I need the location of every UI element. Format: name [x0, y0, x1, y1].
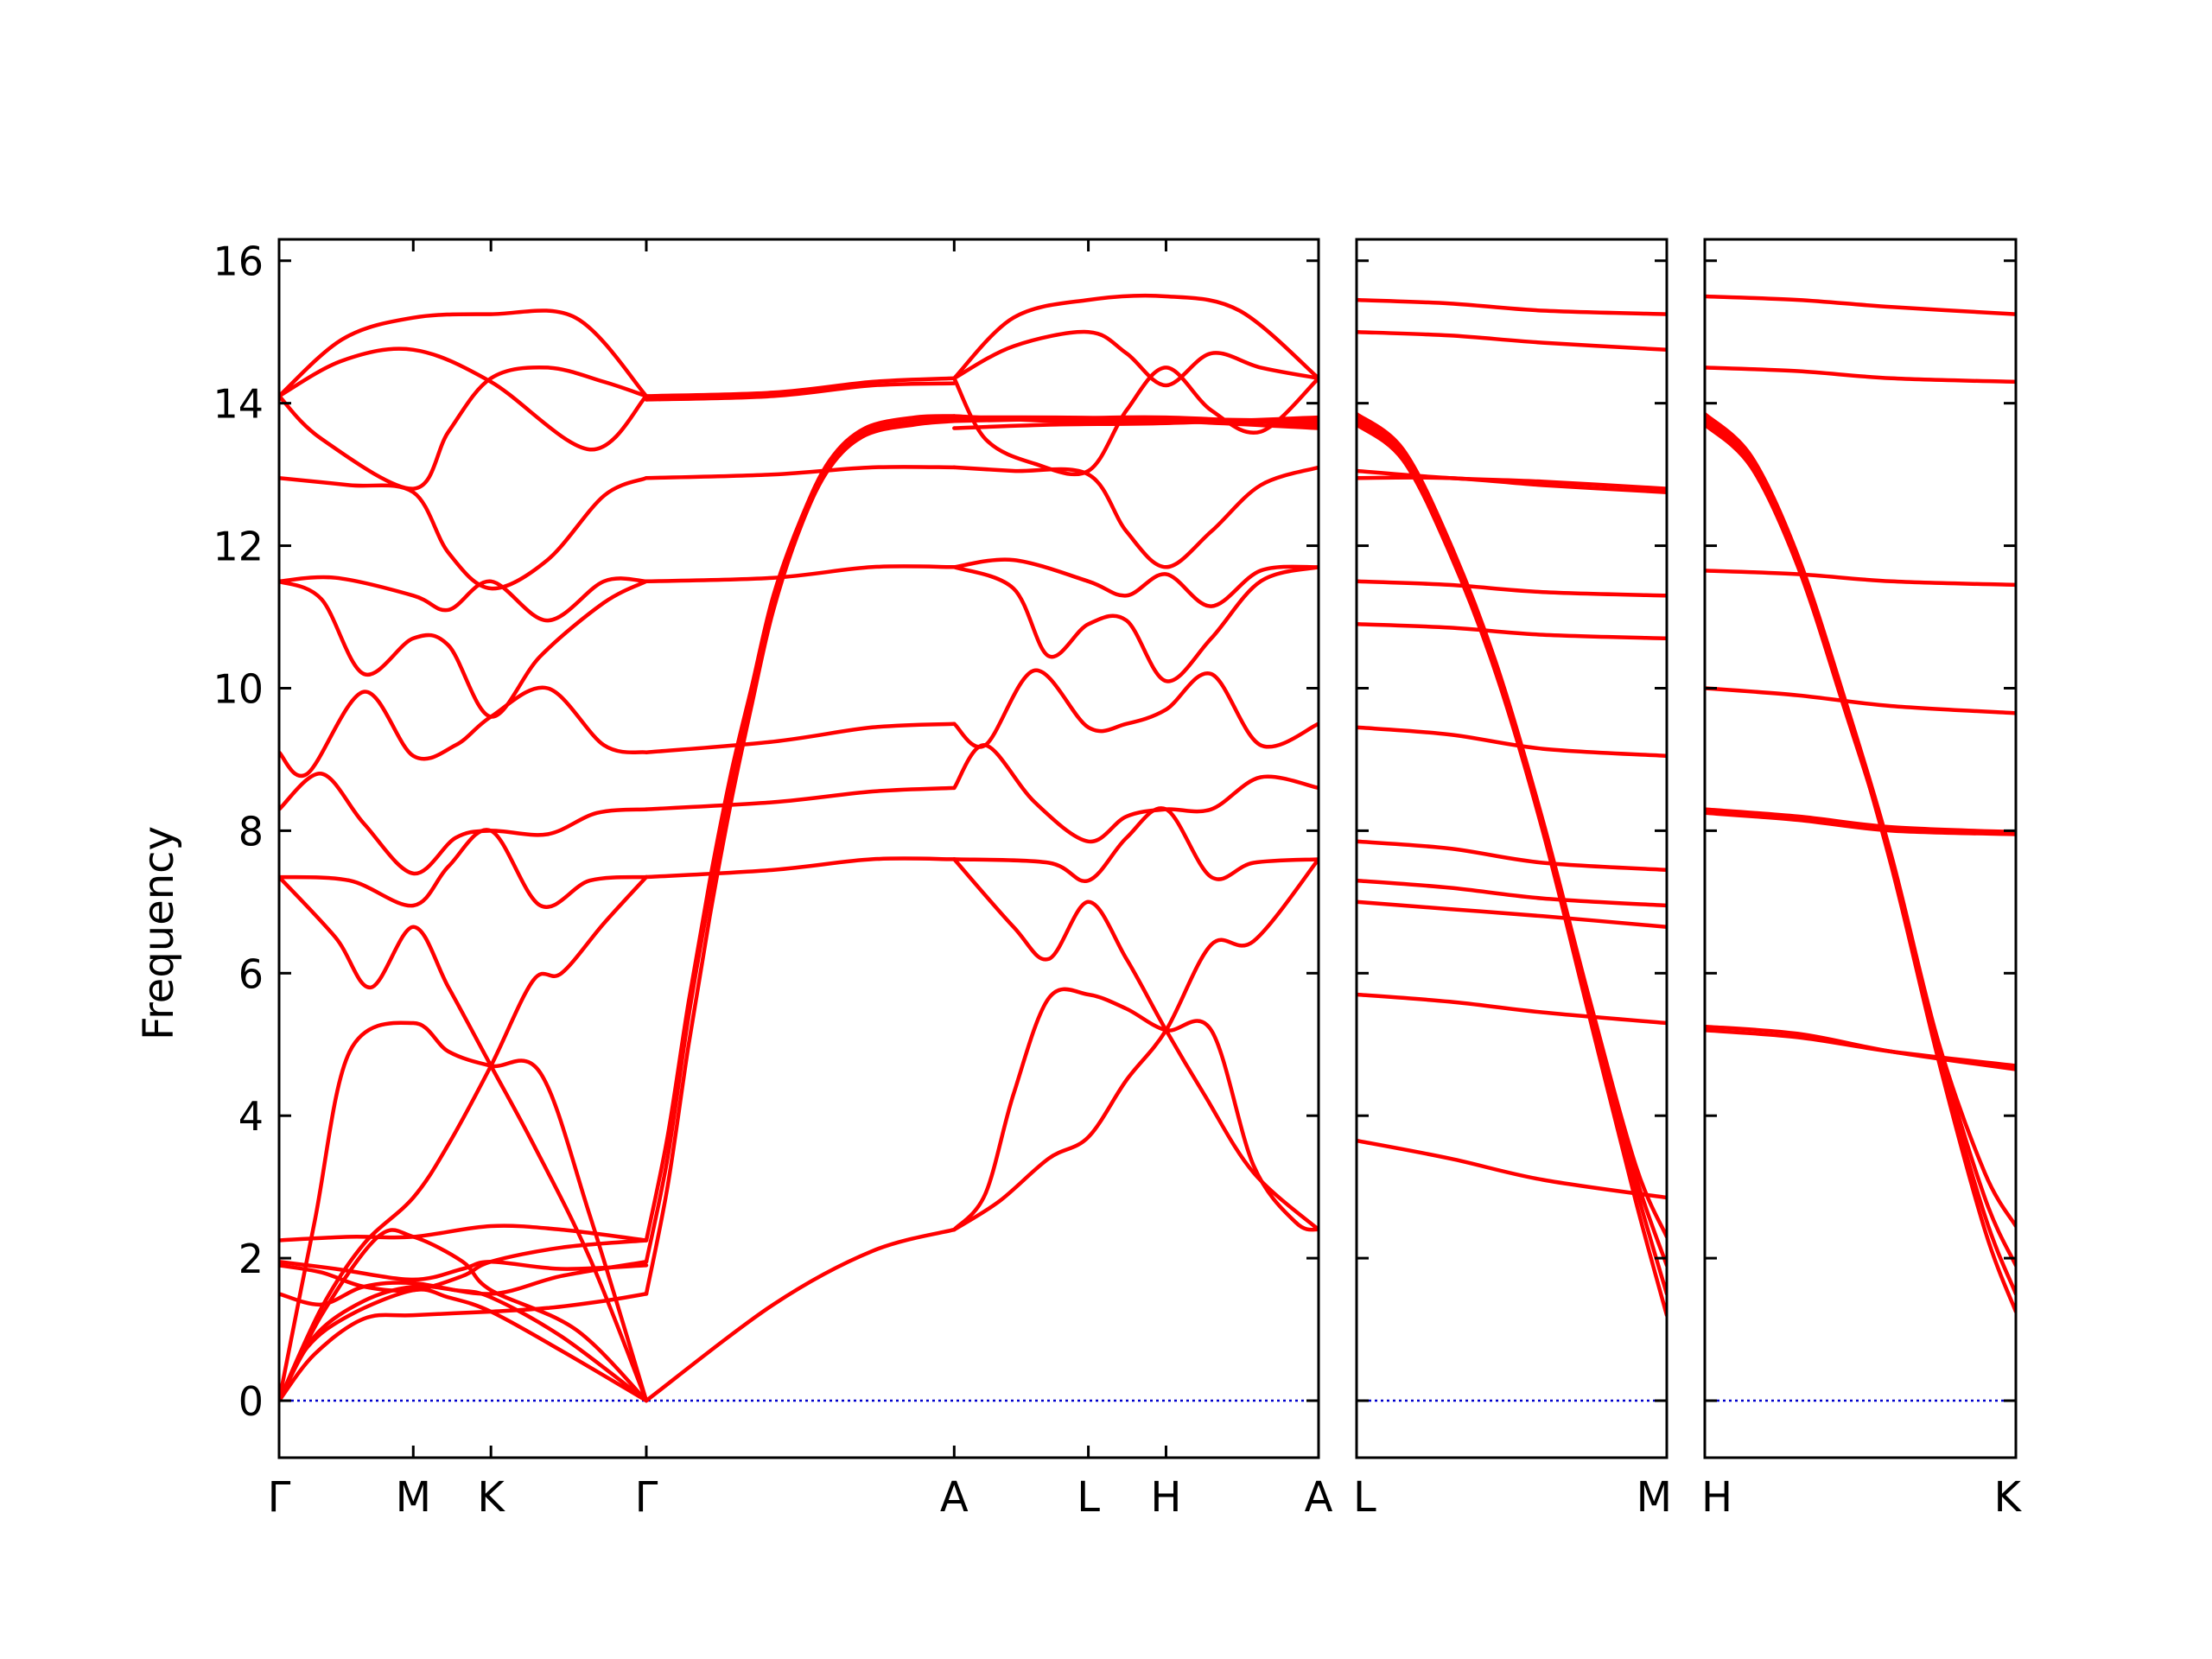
band-line	[644, 564, 957, 584]
panel-gamma-to-a: 0 2 4 6 8 10 12 14 16 Γ M K Γ A L H A	[213, 238, 1333, 1522]
band-line	[952, 557, 1319, 608]
band-line	[279, 828, 649, 909]
bands-group	[1357, 297, 1667, 1318]
band-line	[1357, 411, 1667, 1239]
band-line	[1705, 569, 2016, 588]
x-tick-label: H	[1701, 1473, 1732, 1522]
band-line	[1705, 1024, 2016, 1071]
band-line	[644, 414, 957, 1243]
band-line	[1705, 411, 2016, 1229]
band-line	[1357, 329, 1667, 353]
band-line	[952, 414, 1319, 430]
band-line	[279, 475, 649, 591]
band-line	[1705, 810, 2016, 836]
band-line	[279, 308, 649, 398]
band-line	[279, 874, 649, 1403]
y-tick-label: 14	[213, 381, 264, 428]
panel-frame	[1703, 238, 2018, 1459]
bands-group	[1705, 294, 2016, 1314]
band-line	[279, 1292, 649, 1403]
band-line	[279, 772, 649, 876]
band-line	[644, 376, 957, 398]
band-line	[279, 1259, 649, 1282]
band-line	[1705, 686, 2016, 715]
band-line	[1357, 992, 1667, 1026]
band-line	[279, 346, 649, 452]
x-tick-label: K	[477, 1473, 505, 1522]
band-line	[952, 365, 1319, 477]
band-line	[1705, 807, 2016, 835]
band-line	[952, 806, 1319, 883]
x-tick-label: L	[1353, 1473, 1376, 1522]
x-tick-label: Γ	[268, 1473, 291, 1522]
band-line	[952, 565, 1319, 683]
panel-frame	[1355, 238, 1669, 1459]
y-tick-label: 10	[213, 665, 264, 712]
band-line	[952, 668, 1319, 749]
band-line	[279, 1259, 649, 1306]
band-line	[1357, 1138, 1667, 1200]
band-line	[1357, 468, 1667, 491]
band-line	[1357, 725, 1667, 759]
band-line	[1357, 622, 1667, 641]
y-tick-label: 6	[238, 950, 264, 997]
band-line	[644, 465, 957, 480]
band-line	[1357, 423, 1667, 1318]
band-line	[644, 856, 957, 880]
band-line	[952, 293, 1319, 381]
band-line	[279, 1238, 649, 1294]
band-line	[644, 1227, 957, 1403]
band-line	[644, 419, 957, 1296]
band-line	[1357, 878, 1667, 908]
band-line	[1357, 899, 1667, 929]
bands-group	[279, 293, 1319, 1403]
band-line	[1705, 365, 2016, 385]
x-tick-label: M	[1637, 1473, 1672, 1522]
band-line	[279, 575, 649, 623]
y-axis-label: Frequency	[135, 826, 183, 1040]
band-line	[1705, 294, 2016, 316]
band-line	[952, 857, 1319, 1232]
band-line	[952, 857, 1319, 1232]
x-tick-label: K	[1994, 1473, 2023, 1522]
y-tick-label: 12	[213, 524, 264, 570]
band-line	[1357, 297, 1667, 316]
x-tick-label: L	[1077, 1473, 1100, 1522]
band-line	[279, 579, 649, 719]
band-line	[952, 329, 1319, 388]
band-line	[952, 743, 1319, 844]
band-line	[279, 1228, 649, 1403]
x-tick-label: A	[940, 1473, 969, 1522]
x-tick-label: Γ	[635, 1473, 658, 1522]
band-line	[952, 465, 1319, 569]
y-tick-label: 0	[238, 1378, 264, 1425]
y-tick-label: 4	[238, 1093, 264, 1140]
band-line	[279, 874, 649, 1403]
band-line	[644, 785, 957, 811]
band-line	[1357, 839, 1667, 872]
band-line	[1357, 579, 1667, 598]
x-tick-label: A	[1305, 1473, 1333, 1522]
x-tick-label: M	[396, 1473, 431, 1522]
band-line	[279, 685, 649, 779]
band-line	[279, 365, 649, 491]
band-line	[952, 415, 1319, 430]
y-tick-label: 8	[238, 808, 264, 855]
band-line	[279, 1020, 649, 1403]
y-tick-label: 2	[238, 1236, 264, 1282]
panel-frame	[277, 238, 1320, 1459]
band-line	[279, 1224, 649, 1243]
band-line	[644, 381, 957, 402]
band-line	[644, 721, 957, 754]
x-tick-label: H	[1150, 1473, 1181, 1522]
y-tick-label: 16	[213, 238, 264, 285]
